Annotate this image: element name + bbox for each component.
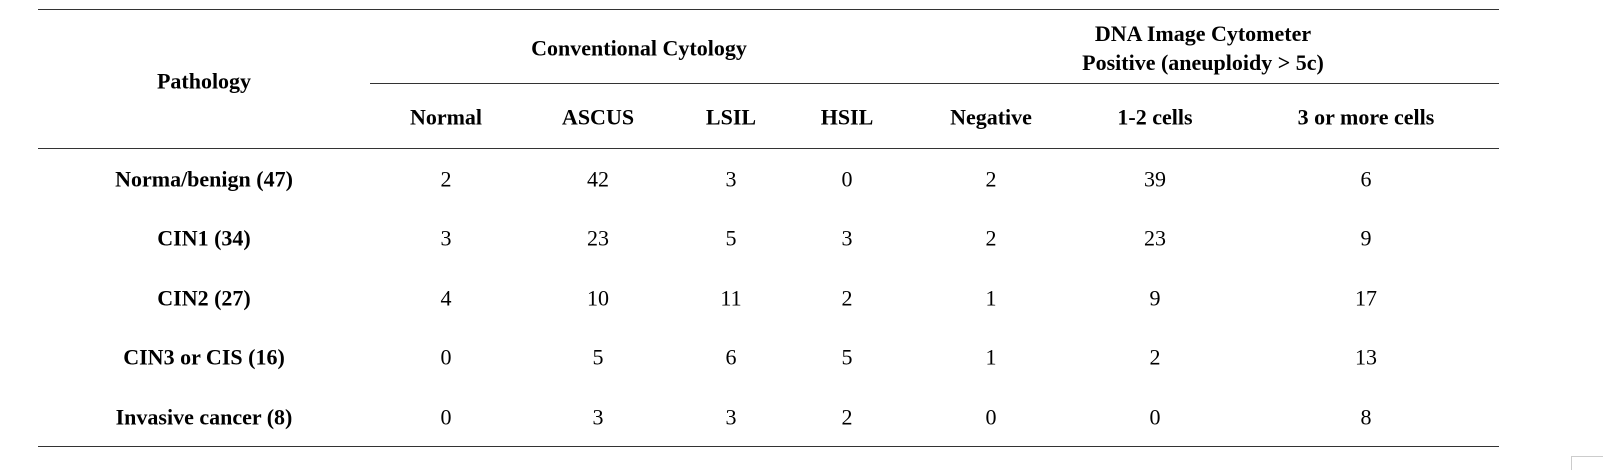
- column-header: ASCUS: [561, 104, 635, 130]
- table-cell: 13: [1355, 344, 1377, 370]
- table-cell: 0: [440, 404, 452, 430]
- header-bottom-rule: [38, 148, 1499, 149]
- row-label: CIN3 or CIS (16): [123, 344, 285, 370]
- table-cell: 23: [1144, 225, 1166, 251]
- table-cell: 8: [1360, 404, 1372, 430]
- column-header: 1-2 cells: [1117, 104, 1193, 130]
- table-bottom-rule: [38, 446, 1499, 447]
- table-cell: 39: [1144, 166, 1166, 192]
- column-header: Negative: [950, 104, 1032, 130]
- table-cell: 9: [1149, 285, 1161, 311]
- group-header-dna-image-cytometer: DNA Image Cytometer Positive (aneuploidy…: [1082, 19, 1324, 77]
- table-cell: 2: [841, 404, 853, 430]
- table-cell: 23: [587, 225, 609, 251]
- corner-fragment: [1571, 456, 1603, 470]
- table-cell: 2: [1149, 344, 1161, 370]
- table-cell: 0: [841, 166, 853, 192]
- row-label: CIN2 (27): [157, 285, 251, 311]
- table-cell: 6: [1360, 166, 1372, 192]
- table-cell: 10: [587, 285, 609, 311]
- table-cell: 17: [1355, 285, 1377, 311]
- table-cell: 3: [725, 404, 737, 430]
- column-header: LSIL: [705, 104, 757, 130]
- table-cell: 3: [725, 166, 737, 192]
- column-header: Normal: [409, 104, 483, 130]
- table-cell: 2: [841, 285, 853, 311]
- group-header-conventional-cytology: Conventional Cytology: [531, 35, 747, 61]
- table-cell: 6: [725, 344, 737, 370]
- table-cell: 4: [440, 285, 452, 311]
- column-header: HSIL: [820, 104, 874, 130]
- table-cell: 5: [725, 225, 737, 251]
- row-label: Invasive cancer (8): [115, 404, 293, 430]
- row-label: Norma/benign (47): [115, 166, 293, 192]
- table-cell: 0: [985, 404, 997, 430]
- table-cell: 42: [587, 166, 609, 192]
- table-cell: 2: [985, 166, 997, 192]
- table-cell: 2: [440, 166, 452, 192]
- table-cell: 3: [440, 225, 452, 251]
- group-header-dna-line1: DNA Image Cytometer: [1094, 21, 1312, 46]
- table-cell: 9: [1360, 225, 1372, 251]
- row-header-pathology: Pathology: [156, 68, 252, 94]
- table-cell: 1: [985, 285, 997, 311]
- table-cell: 0: [440, 344, 452, 370]
- table-top-rule: [38, 9, 1499, 10]
- table-cell: 11: [720, 285, 742, 311]
- table-cell: 1: [985, 344, 997, 370]
- group-header-dna-line2: Positive (aneuploidy > 5c): [1082, 50, 1324, 75]
- group-header-rule: [370, 83, 1499, 84]
- column-header: 3 or more cells: [1297, 104, 1435, 130]
- row-label: CIN1 (34): [157, 225, 251, 251]
- table-cell: 3: [841, 225, 853, 251]
- table-cell: 5: [841, 344, 853, 370]
- table-cell: 0: [1149, 404, 1161, 430]
- table-cell: 3: [592, 404, 604, 430]
- table-cell: 2: [985, 225, 997, 251]
- table-cell: 5: [592, 344, 604, 370]
